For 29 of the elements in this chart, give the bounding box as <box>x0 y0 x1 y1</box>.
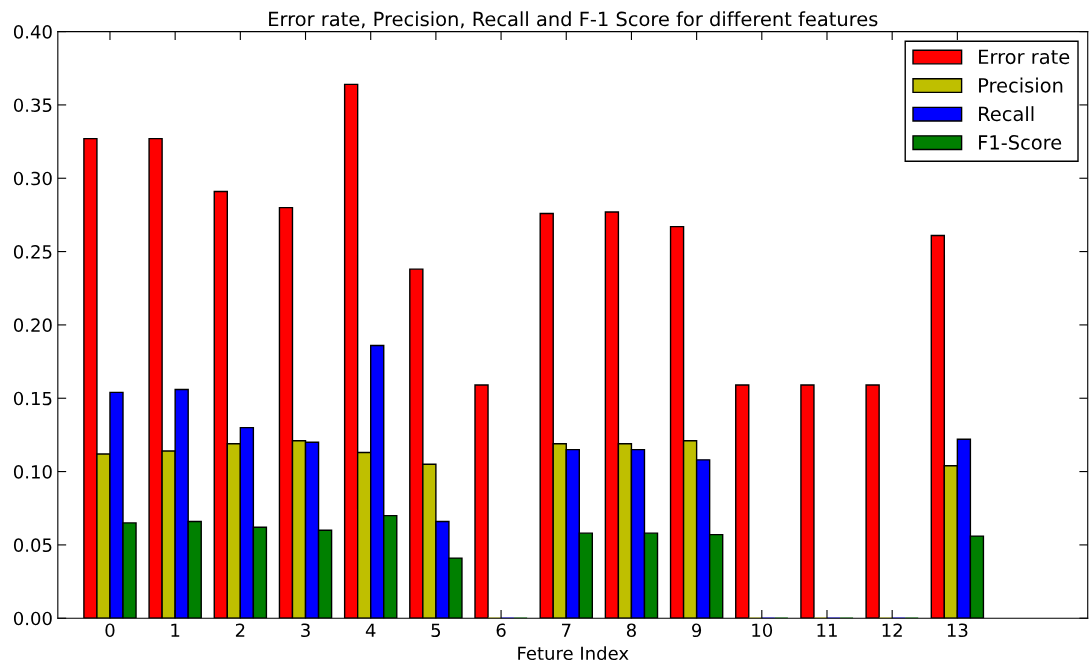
x-tick-label: 9 <box>692 623 702 638</box>
x-tick-label: 0 <box>105 623 115 638</box>
chart-title: Error rate, Precision, Recall and F-1 Score for different features <box>269 11 878 29</box>
legend-label: Error rate <box>979 49 1070 65</box>
x-tick-label: 7 <box>561 623 571 637</box>
y-tick-label: 0.40 <box>13 25 52 39</box>
y-tick-label: 0.25 <box>13 245 52 259</box>
legend-label: Precision <box>979 77 1063 93</box>
x-tick-label: 11 <box>817 623 837 637</box>
x-tick-label: 3 <box>301 623 310 638</box>
x-tick-label: 5 <box>431 623 441 638</box>
x-tick-label: 2 <box>235 623 245 637</box>
legend-label: Recall <box>979 106 1034 122</box>
y-tick-label: 0.15 <box>13 391 52 406</box>
x-tick-label: 10 <box>752 623 773 638</box>
x-tick-label: 6 <box>496 623 506 638</box>
y-tick-label: 0.20 <box>13 318 52 333</box>
y-tick-label: 0.35 <box>13 98 52 113</box>
y-tick-label: 0.05 <box>13 538 52 553</box>
x-tick-label: 12 <box>882 623 902 637</box>
x-tick-label: 8 <box>626 623 636 638</box>
x-tick-label: 13 <box>947 623 968 638</box>
legend-label: F1-Score <box>979 135 1062 150</box>
x-axis-title: Feture Index <box>518 646 629 661</box>
y-tick-label: 0.10 <box>13 465 52 479</box>
x-tick-label: 4 <box>365 623 376 637</box>
x-tick-label: 1 <box>171 623 180 637</box>
y-tick-label: 0.30 <box>13 171 52 186</box>
y-tick-label: 0.00 <box>13 611 52 626</box>
